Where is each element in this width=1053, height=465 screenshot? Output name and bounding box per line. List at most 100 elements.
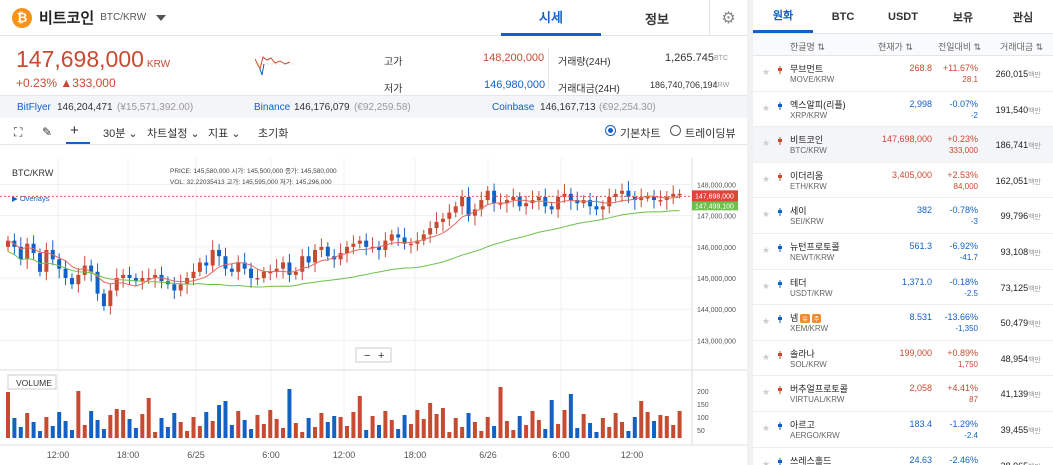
coin-change-pct: -2.46% <box>949 454 978 465</box>
volume-value: 1,265.745 <box>665 52 714 64</box>
volume-bar <box>472 422 477 438</box>
coin-volume: 73,125백만 <box>1000 282 1041 293</box>
zoom-out-button[interactable]: − <box>364 350 370 362</box>
list-item[interactable]: ★ 비트코인 BTC/KRW 147,698,000 +0.23% 333,000 186,… <box>753 127 1053 163</box>
volume-bar <box>281 428 286 438</box>
crosshair-icon[interactable]: + <box>70 122 79 139</box>
coin-price: 24.63 <box>909 454 932 465</box>
star-icon[interactable]: ★ <box>762 138 771 149</box>
list-item[interactable]: ★ 버추얼프로토콜 VIRTUAL/KRW 2,058 +4.41% 87 41,139백만 <box>753 376 1053 412</box>
star-icon[interactable]: ★ <box>762 67 771 77</box>
tradingview-radio[interactable] <box>670 125 681 136</box>
coin-change-amt: 28.1 <box>962 75 978 84</box>
star-icon[interactable]: ★ <box>762 316 771 327</box>
coin-code: SEI/KRW <box>790 217 824 227</box>
volume-bar <box>140 414 145 438</box>
fullscreen-icon[interactable]: ⛶ <box>14 125 23 139</box>
coin-name: 무브먼트 <box>790 64 824 74</box>
star-icon[interactable]: ★ <box>762 244 771 255</box>
basic-chart-radio[interactable] <box>605 125 616 136</box>
market-tab[interactable]: BTC <box>831 10 855 23</box>
volume-bar <box>415 410 420 438</box>
list-item[interactable]: ★ 세이 SEI/KRW 382 -0.78% -3 99,796백만 <box>753 198 1053 234</box>
tab-info[interactable]: 정보 <box>645 11 669 27</box>
list-item[interactable]: ★ 무브먼트 MOVE/KRW 268.8 +11.67% 28.1 260,015백만 <box>753 56 1053 92</box>
candle <box>287 262 292 275</box>
list-item[interactable]: ★ 아르고 AERGO/KRW 183.4 -1.29% -2.4 39,455백만 <box>753 412 1053 448</box>
interval-select[interactable]: 30분 ⌄ <box>103 128 138 140</box>
list-item[interactable]: ★쓰레스홀드T/KRW24.63-2.46%-0.6238,965백만 <box>753 448 1053 465</box>
coin-price: 8.531 <box>909 312 932 323</box>
coin-code: NEWT/KRW <box>790 252 835 262</box>
star-icon[interactable]: ★ <box>762 173 771 184</box>
list-item[interactable]: ★ 뉴턴프로토콜 NEWT/KRW 561.3 -6.92% -41.7 93,108백만 <box>753 234 1053 270</box>
coin-name[interactable]: 비트코인 <box>39 10 95 27</box>
candle <box>562 193 567 197</box>
star-icon[interactable]: ★ <box>762 280 771 291</box>
warning-badge: 주 <box>811 314 822 324</box>
chart-settings-select[interactable]: 차트설정 ⌄ <box>147 128 200 140</box>
star-icon[interactable]: ★ <box>762 387 771 398</box>
star-icon[interactable]: ★ <box>762 102 771 113</box>
candle <box>620 190 625 194</box>
list-item[interactable]: ★ 넴 유 주 XEM/KRW 8.531 -13.66% -1,350 50,479백만 <box>753 305 1053 341</box>
star-icon[interactable]: ★ <box>762 351 771 362</box>
candle <box>568 193 573 201</box>
candle <box>95 271 100 294</box>
volume-bar <box>249 429 254 438</box>
candle <box>6 240 10 247</box>
header-name[interactable]: 한글명 ⇅ <box>790 42 825 52</box>
header-price[interactable]: 현재가 ⇅ <box>878 42 913 52</box>
candle <box>389 234 394 241</box>
header-change[interactable]: 전일대비 ⇅ <box>938 42 982 52</box>
volume-bar <box>37 431 42 438</box>
candle <box>626 190 631 197</box>
tradingview-label[interactable]: 트레이딩뷰 <box>685 128 736 140</box>
star-icon[interactable]: ★ <box>762 209 771 220</box>
volume-tick-label: 100 <box>697 415 709 422</box>
market-tab[interactable]: 관심 <box>1012 11 1034 24</box>
zoom-in-button[interactable]: + <box>378 350 384 362</box>
list-item[interactable]: ★ 이더리움 ETH/KRW 3,405,000 +2.53% 84,000 162,051… <box>753 163 1053 199</box>
volume-bar <box>338 417 343 438</box>
coin-change-pct: -0.78% <box>949 205 978 216</box>
market-tab[interactable]: USDT <box>888 10 918 23</box>
header-volume[interactable]: 거래대금 ⇅ <box>1000 42 1044 52</box>
candle <box>434 221 439 229</box>
volume-bar <box>229 425 234 438</box>
candle <box>613 193 618 197</box>
pencil-icon[interactable]: ✎ <box>42 125 53 139</box>
price-chart[interactable]: 148,000,000 147,000,000 146,000,000 145,000… <box>0 158 747 465</box>
volume-bar <box>466 413 471 438</box>
market-tab[interactable]: 원화 <box>753 0 813 33</box>
candle <box>25 243 30 260</box>
tab-market[interactable]: 시세 <box>501 0 601 36</box>
candle <box>82 265 87 275</box>
ma-price-tag <box>692 200 738 211</box>
list-item[interactable]: ★ 엑스알피(리플) XRP/KRW 2,998 -0.07% -2 191,540백만 <box>753 92 1053 128</box>
star-icon[interactable]: ★ <box>762 422 771 433</box>
market-tab[interactable]: 보유 <box>952 11 974 24</box>
volume-bar <box>300 432 305 438</box>
coin-change-pct: +11.67% <box>942 63 978 73</box>
ohlc-info: VOL: 32.22035413 고가: 145,595,000 저가: 145… <box>170 177 332 186</box>
y-tick-label: 143,000,000 <box>697 338 736 345</box>
candle <box>204 262 209 266</box>
candle <box>249 268 254 279</box>
candle <box>575 200 580 204</box>
chevron-down-icon[interactable] <box>156 14 167 21</box>
candle <box>229 268 234 272</box>
reset-button[interactable]: 초기화 <box>258 128 289 140</box>
star-icon[interactable]: ★ <box>762 458 771 465</box>
candle <box>18 246 23 260</box>
candle <box>121 274 126 279</box>
volume-bar <box>453 418 458 438</box>
mini-candle-icon <box>778 66 782 74</box>
volume-bar <box>396 429 401 438</box>
gear-icon[interactable]: ⚙ <box>709 0 747 36</box>
basic-chart-label[interactable]: 기본차트 <box>620 128 661 140</box>
coin-change-pct: -0.18% <box>949 276 978 287</box>
list-item[interactable]: ★ 솔라나 SOL/KRW 199,000 +0.89% 1,750 48,954백만 <box>753 341 1053 377</box>
list-item[interactable]: ★ 테더 USDT/KRW 1,371.0 -0.18% -2.5 73,125백만 <box>753 270 1053 306</box>
indicator-select[interactable]: 지표 ⌄ <box>208 128 241 140</box>
